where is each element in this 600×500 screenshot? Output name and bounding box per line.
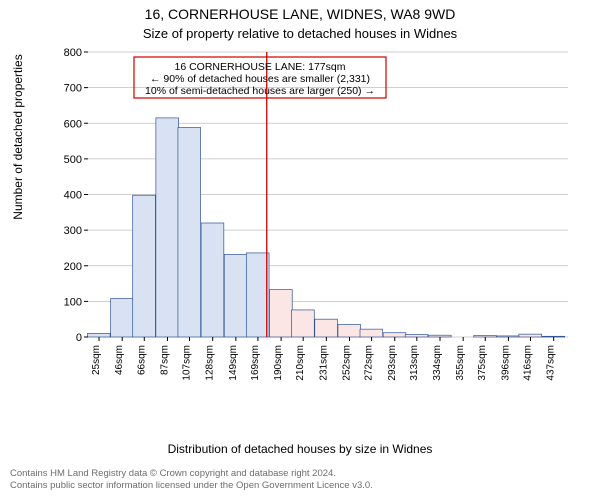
svg-text:437sqm: 437sqm <box>546 345 557 381</box>
svg-text:66sqm: 66sqm <box>136 345 147 375</box>
annotation-line-1: 16 CORNERHOUSE LANE: 177sqm <box>175 61 346 73</box>
svg-text:87sqm: 87sqm <box>159 345 170 375</box>
svg-text:128sqm: 128sqm <box>205 345 216 381</box>
svg-text:149sqm: 149sqm <box>228 345 239 381</box>
svg-text:200: 200 <box>64 261 82 273</box>
svg-text:355sqm: 355sqm <box>455 345 466 381</box>
credit-line-2: Contains public sector information licen… <box>10 480 373 491</box>
svg-text:46sqm: 46sqm <box>114 345 125 375</box>
svg-text:400: 400 <box>64 190 82 202</box>
svg-text:107sqm: 107sqm <box>182 345 193 381</box>
svg-text:231sqm: 231sqm <box>318 345 329 381</box>
chart-title-main: 16, CORNERHOUSE LANE, WIDNES, WA8 9WD <box>0 6 600 22</box>
svg-text:416sqm: 416sqm <box>522 345 533 381</box>
svg-text:190sqm: 190sqm <box>273 345 284 381</box>
svg-text:396sqm: 396sqm <box>500 345 511 381</box>
svg-text:100: 100 <box>64 296 82 308</box>
svg-text:210sqm: 210sqm <box>295 345 306 381</box>
svg-text:0: 0 <box>76 332 82 344</box>
y-ticks: 0 100 200 300 400 500 600 700 800 <box>64 48 88 344</box>
svg-text:500: 500 <box>64 154 82 166</box>
y-axis-label: Number of detached properties <box>11 7 25 267</box>
x-axis-label: Distribution of detached houses by size … <box>0 442 600 456</box>
bars <box>87 118 564 337</box>
svg-text:313sqm: 313sqm <box>409 345 420 381</box>
svg-text:293sqm: 293sqm <box>387 345 398 381</box>
svg-text:334sqm: 334sqm <box>432 345 443 381</box>
svg-text:800: 800 <box>64 48 82 59</box>
histogram-plot: 0 100 200 300 400 500 600 700 800 25sqm 46sqm 66sq… <box>62 48 572 383</box>
svg-text:700: 700 <box>64 83 82 95</box>
svg-text:252sqm: 252sqm <box>342 345 353 381</box>
svg-text:375sqm: 375sqm <box>477 345 488 381</box>
x-ticks: 25sqm 46sqm 66sqm 87sqm 107sqm 128sqm 149sqm 16… <box>91 337 557 381</box>
svg-text:300: 300 <box>64 225 82 237</box>
annotation-line-2: ← 90% of detached houses are smaller (2,… <box>150 73 370 85</box>
chart-title-sub: Size of property relative to detached ho… <box>0 26 600 41</box>
annotation-line-3: 10% of semi-detached houses are larger (… <box>145 85 375 97</box>
svg-text:25sqm: 25sqm <box>91 345 102 375</box>
credit-text: Contains HM Land Registry data © Crown c… <box>10 468 590 492</box>
svg-text:169sqm: 169sqm <box>250 345 261 381</box>
svg-text:600: 600 <box>64 118 82 130</box>
svg-text:272sqm: 272sqm <box>364 345 375 381</box>
credit-line-1: Contains HM Land Registry data © Crown c… <box>10 468 336 479</box>
